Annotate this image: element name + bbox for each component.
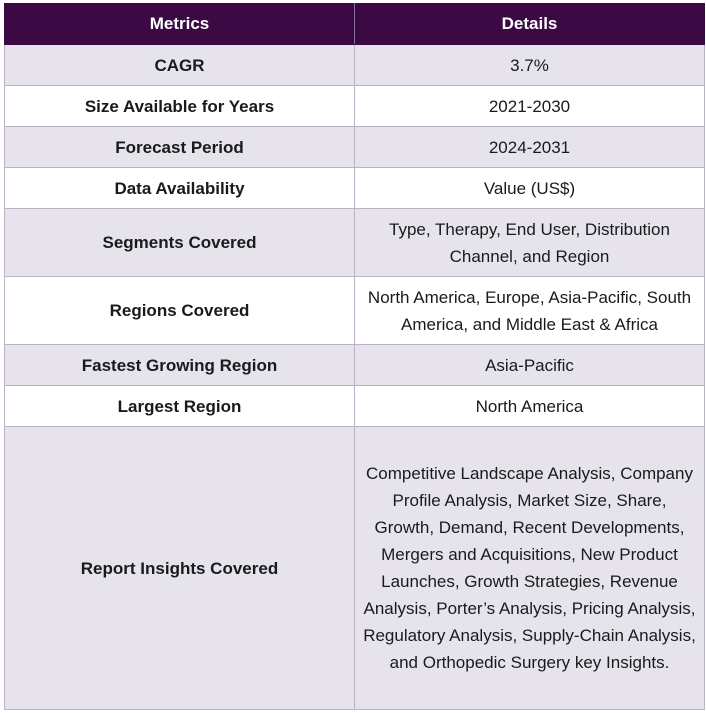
metric-cell: Size Available for Years: [4, 85, 355, 127]
details-cell: Value (US$): [354, 167, 705, 209]
metric-cell: Data Availability: [4, 167, 355, 209]
table-row: Segments Covered Type, Therapy, End User…: [4, 208, 705, 277]
metric-cell: CAGR: [4, 44, 355, 86]
details-cell: North America, Europe, Asia-Pacific, Sou…: [354, 276, 705, 345]
metric-cell: Report Insights Covered: [4, 426, 355, 710]
table-row: Report Insights Covered Competitive Land…: [4, 426, 705, 710]
table-row: Fastest Growing Region Asia-Pacific: [4, 344, 705, 386]
metric-cell: Largest Region: [4, 385, 355, 427]
metrics-table: Metrics Details CAGR 3.7% Size Available…: [4, 3, 705, 710]
details-cell: Competitive Landscape Analysis, Company …: [354, 426, 705, 710]
table-row: Size Available for Years 2021-2030: [4, 85, 705, 127]
details-cell: Asia-Pacific: [354, 344, 705, 386]
header-details: Details: [354, 3, 705, 45]
metric-cell: Segments Covered: [4, 208, 355, 277]
details-cell: 2021-2030: [354, 85, 705, 127]
details-cell: 2024-2031: [354, 126, 705, 168]
table-header-row: Metrics Details: [4, 3, 705, 45]
details-cell: North America: [354, 385, 705, 427]
table-row: Regions Covered North America, Europe, A…: [4, 276, 705, 345]
table-row: Data Availability Value (US$): [4, 167, 705, 209]
details-cell: Type, Therapy, End User, Distribution Ch…: [354, 208, 705, 277]
table-row: Forecast Period 2024-2031: [4, 126, 705, 168]
table-row: CAGR 3.7%: [4, 44, 705, 86]
metric-cell: Fastest Growing Region: [4, 344, 355, 386]
header-metrics: Metrics: [4, 3, 355, 45]
table-row: Largest Region North America: [4, 385, 705, 427]
metric-cell: Regions Covered: [4, 276, 355, 345]
metric-cell: Forecast Period: [4, 126, 355, 168]
details-cell: 3.7%: [354, 44, 705, 86]
